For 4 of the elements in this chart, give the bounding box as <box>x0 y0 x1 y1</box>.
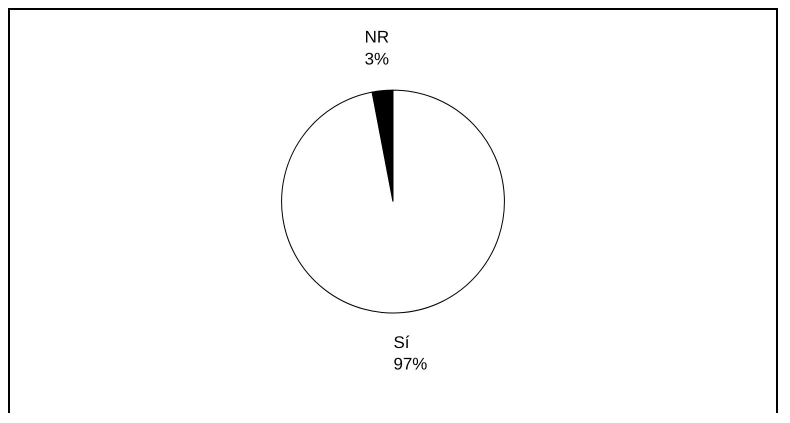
data-label: 3% <box>364 50 390 69</box>
slice-label: Sí <box>393 332 410 352</box>
data-label: 97% <box>393 354 428 374</box>
slice-label: NR <box>364 28 390 47</box>
